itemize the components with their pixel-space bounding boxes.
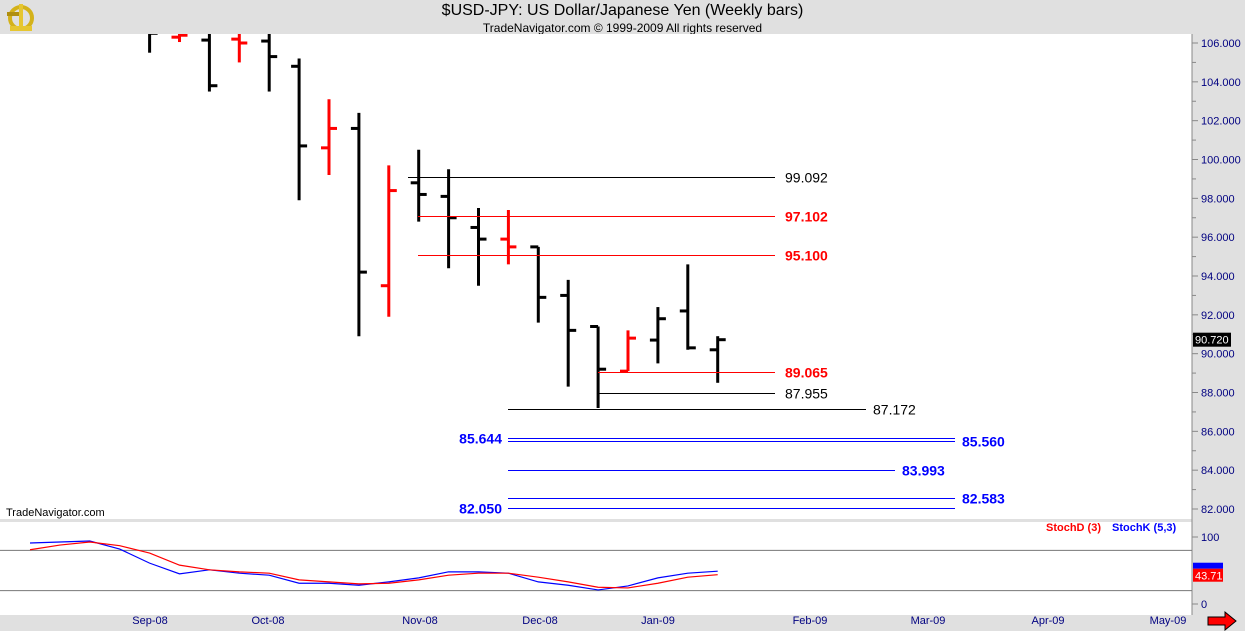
chart-title: $USD-JPY: US Dollar/Japanese Yen (Weekly… bbox=[441, 2, 804, 19]
x-tick-label: Feb-09 bbox=[793, 615, 828, 627]
level-label: 89.065 bbox=[785, 365, 828, 381]
stoch-tick-label: 100 bbox=[1201, 532, 1219, 544]
sextant-icon bbox=[4, 2, 38, 39]
y-tick-label: 92.000 bbox=[1201, 310, 1235, 322]
level-label: 99.092 bbox=[785, 170, 828, 186]
y-tick-label: 90.000 bbox=[1201, 349, 1235, 361]
right-arrow-icon[interactable] bbox=[1207, 610, 1237, 631]
last-k-box bbox=[1193, 562, 1223, 569]
y-tick-label: 100.000 bbox=[1201, 155, 1241, 167]
y-tick-label: 86.000 bbox=[1201, 426, 1235, 438]
level-label: 95.100 bbox=[785, 248, 828, 264]
y-tick-label: 96.000 bbox=[1201, 232, 1235, 244]
y-tick-label: 106.000 bbox=[1201, 38, 1241, 50]
y-tick-label: 98.000 bbox=[1201, 193, 1235, 205]
x-tick-label: Oct-08 bbox=[251, 615, 284, 627]
level-label: 85.644 bbox=[459, 431, 502, 447]
level-label: 97.102 bbox=[785, 209, 828, 225]
x-tick-label: Apr-09 bbox=[1031, 615, 1064, 627]
x-tick-label: Jan-09 bbox=[641, 615, 675, 627]
last-price-label: 90.720 bbox=[1195, 335, 1229, 347]
level-label: 82.583 bbox=[962, 491, 1005, 507]
stoch-panel bbox=[0, 522, 1192, 615]
level-label: 83.993 bbox=[902, 463, 945, 479]
y-tick-label: 88.000 bbox=[1201, 388, 1235, 400]
x-tick-label: Dec-08 bbox=[522, 615, 557, 627]
stochd-line bbox=[29, 541, 718, 589]
last-d-box bbox=[1193, 568, 1223, 582]
x-tick-label: May-09 bbox=[1150, 615, 1187, 627]
last-d-label: 43.71 bbox=[1195, 571, 1223, 583]
legend-stochk: StochK (5,3) bbox=[1112, 522, 1177, 534]
level-label: 82.050 bbox=[459, 501, 502, 517]
y-tick-label: 102.000 bbox=[1201, 116, 1241, 128]
x-tick-label: Sep-08 bbox=[132, 615, 167, 627]
x-tick-label: Mar-09 bbox=[911, 615, 946, 627]
price-panel bbox=[0, 34, 1192, 519]
chart-subtitle: TradeNavigator.com © 1999-2009 All right… bbox=[482, 21, 763, 35]
y-tick-label: 94.000 bbox=[1201, 271, 1235, 283]
y-tick-label: 104.000 bbox=[1201, 77, 1241, 89]
level-label: 87.955 bbox=[785, 386, 828, 402]
y-tick-label: 84.000 bbox=[1201, 465, 1235, 477]
stoch-tick-label: 0 bbox=[1201, 599, 1207, 611]
chart-header: $USD-JPY: US Dollar/Japanese Yen (Weekly… bbox=[0, 0, 1245, 35]
watermark: TradeNavigator.com bbox=[6, 507, 105, 519]
level-label: 85.560 bbox=[962, 434, 1005, 450]
legend-stochd: StochD (3) bbox=[1046, 522, 1101, 534]
x-tick-label: Nov-08 bbox=[402, 615, 437, 627]
level-label: 87.172 bbox=[873, 402, 916, 418]
y-tick-label: 82.000 bbox=[1201, 504, 1235, 516]
last-price-box bbox=[1193, 332, 1231, 347]
